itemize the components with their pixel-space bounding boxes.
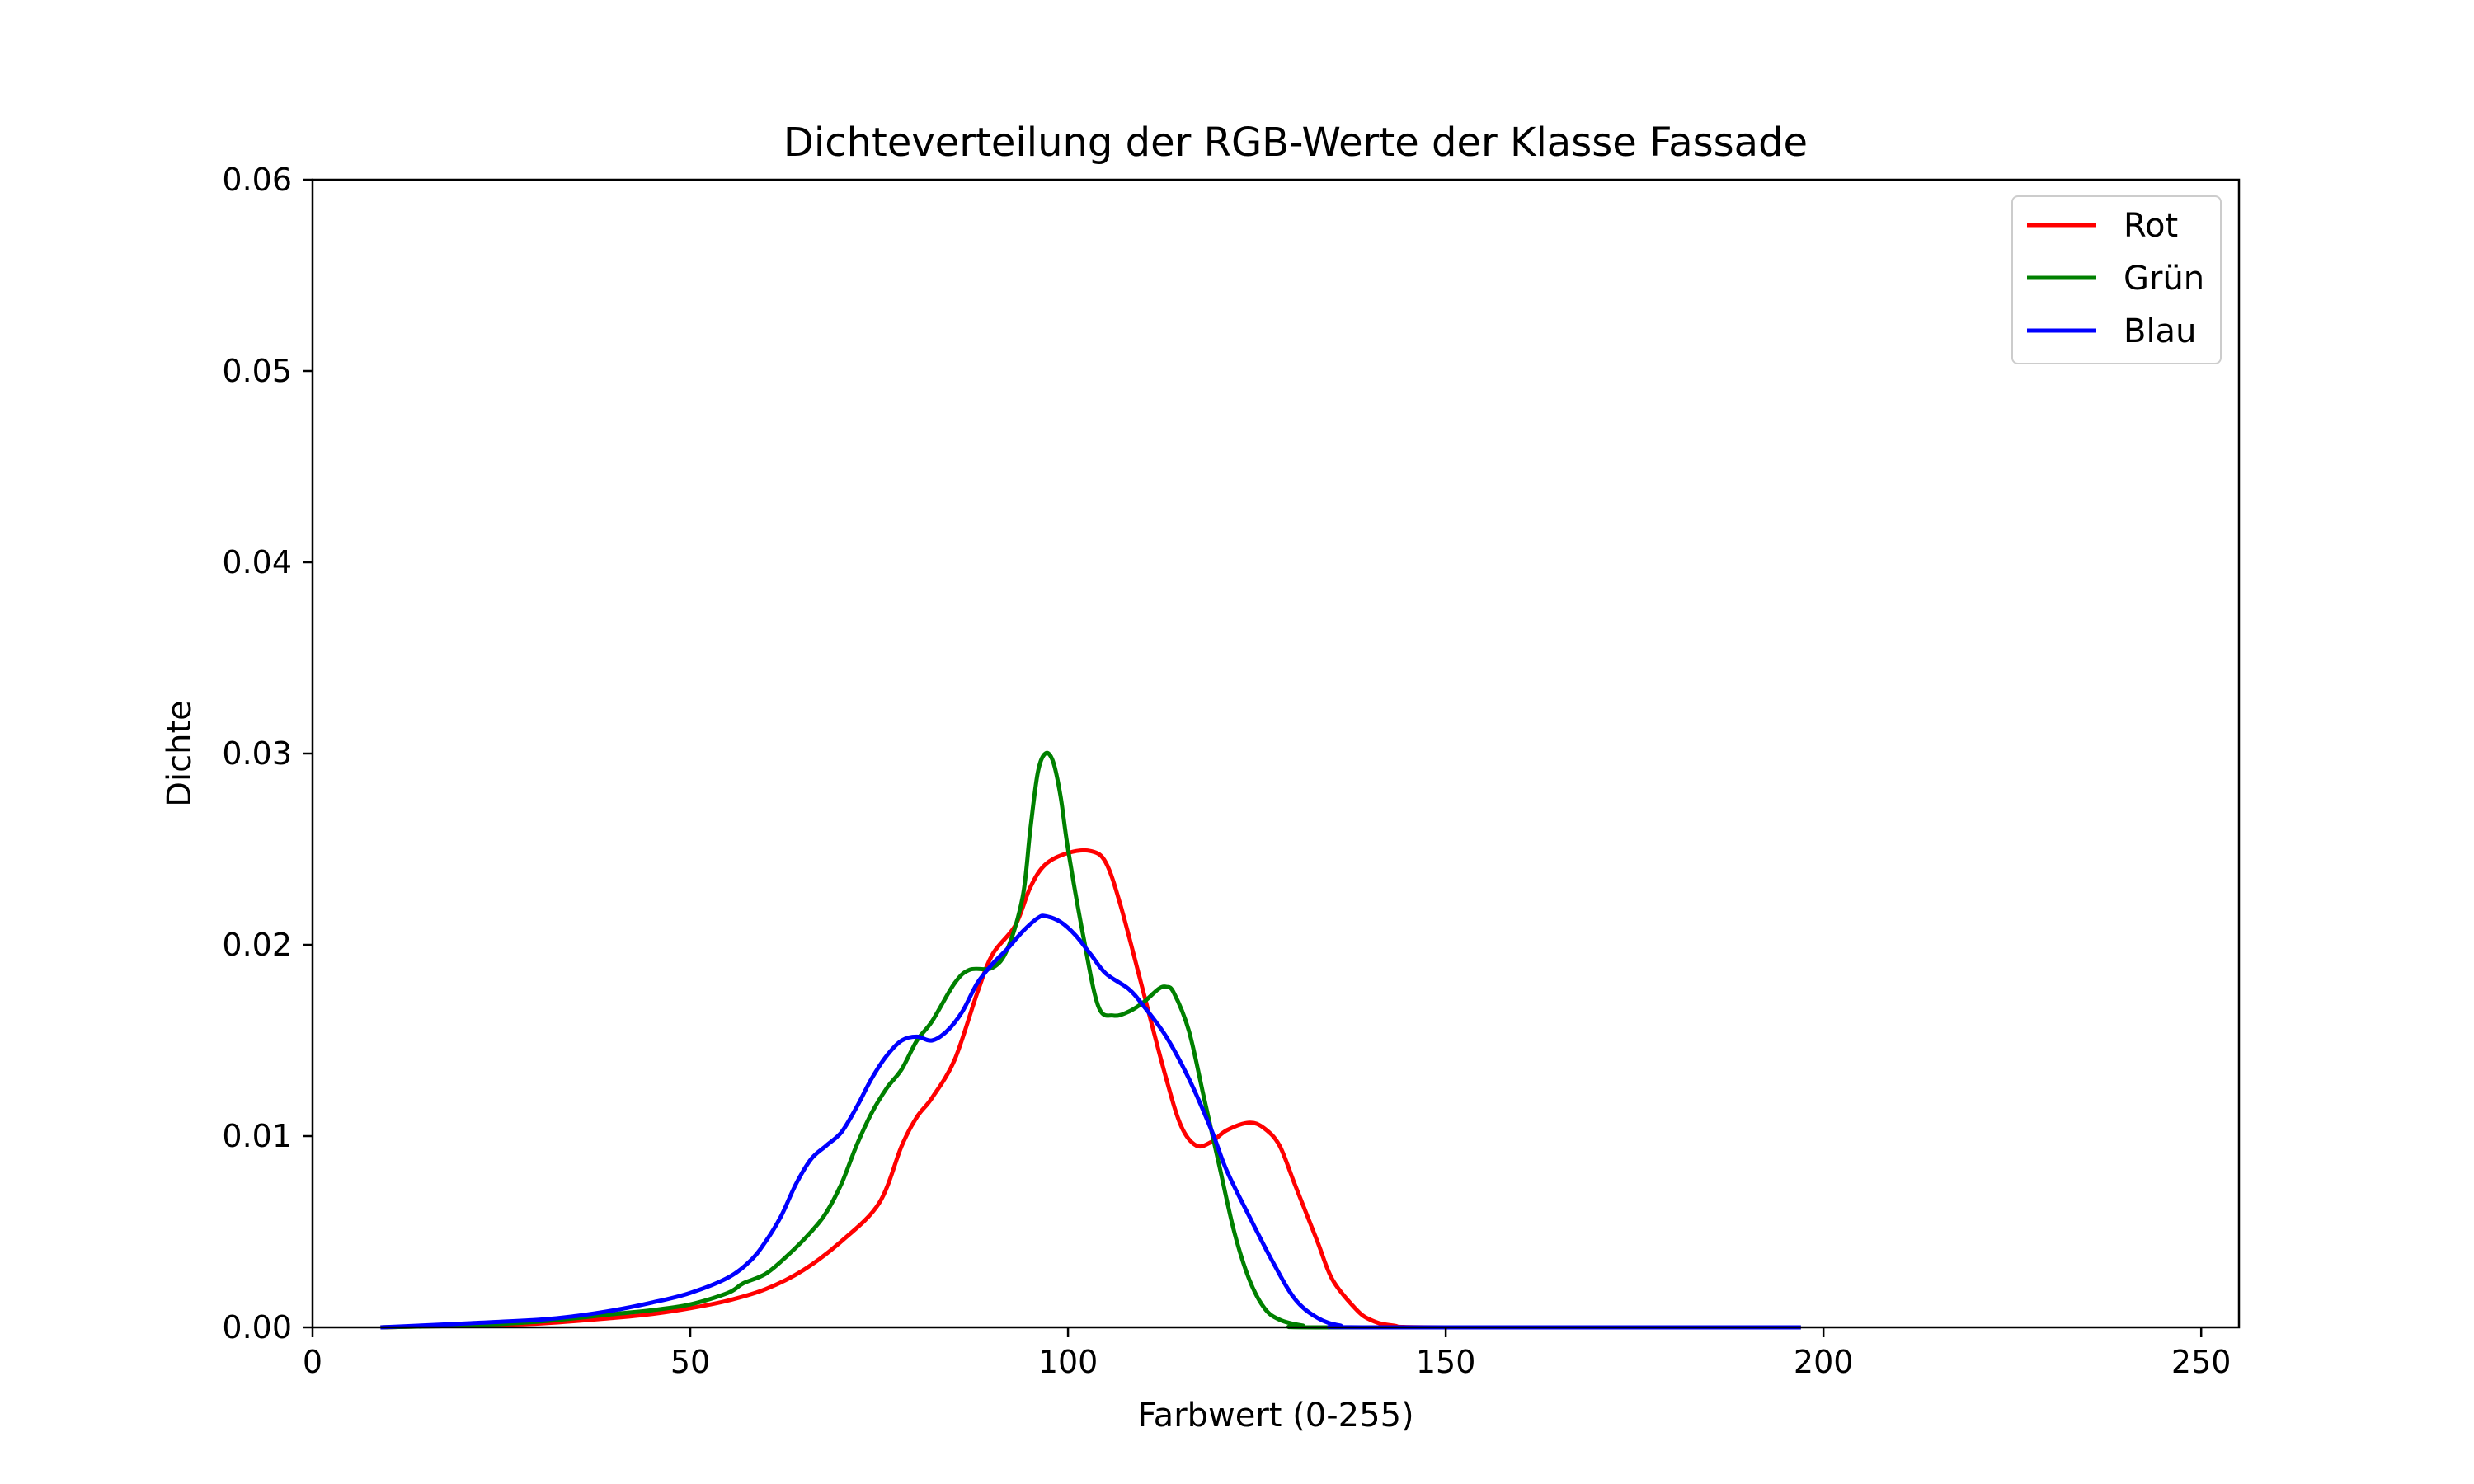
chart-title: Dichteverteilung der RGB-Werte der Klass… <box>783 120 1808 166</box>
y-tick-label: 0.01 <box>222 1118 292 1154</box>
y-axis-label: Dichte <box>161 700 199 807</box>
legend-label-rot: Rot <box>2124 207 2178 245</box>
series-line-gruen <box>380 750 1801 1330</box>
y-tick-label: 0.05 <box>222 353 292 389</box>
y-tick-label: 0.03 <box>222 735 292 772</box>
legend-box <box>2011 195 2222 364</box>
legend-label-blau: Blau <box>2124 312 2196 350</box>
plot-lines <box>380 750 1801 1330</box>
x-tick-label: 100 <box>1038 1344 1098 1380</box>
x-axis-label: Farbwert (0-255) <box>1137 1397 1413 1435</box>
y-tick-label: 0.04 <box>222 544 292 580</box>
y-axis: 0.00 0.01 0.02 0.03 0.04 0.05 0.06 <box>222 162 313 1345</box>
x-tick-label: 200 <box>1794 1344 1854 1380</box>
series-line-blau <box>380 913 1801 1330</box>
legend-label-gruen: Grün <box>2124 260 2204 298</box>
x-tick-label: 50 <box>670 1344 710 1380</box>
x-tick-label: 250 <box>2171 1344 2232 1380</box>
y-tick-label: 0.06 <box>222 162 292 198</box>
x-tick-label: 0 <box>303 1344 322 1380</box>
legend: Rot Grün Blau <box>2011 195 2222 364</box>
y-tick-label: 0.00 <box>222 1309 292 1345</box>
x-tick-label: 150 <box>1416 1344 1476 1380</box>
series-line-rot <box>380 848 1801 1330</box>
y-tick-label: 0.02 <box>222 927 292 963</box>
x-axis: 0 50 100 150 200 250 <box>303 1327 2232 1380</box>
